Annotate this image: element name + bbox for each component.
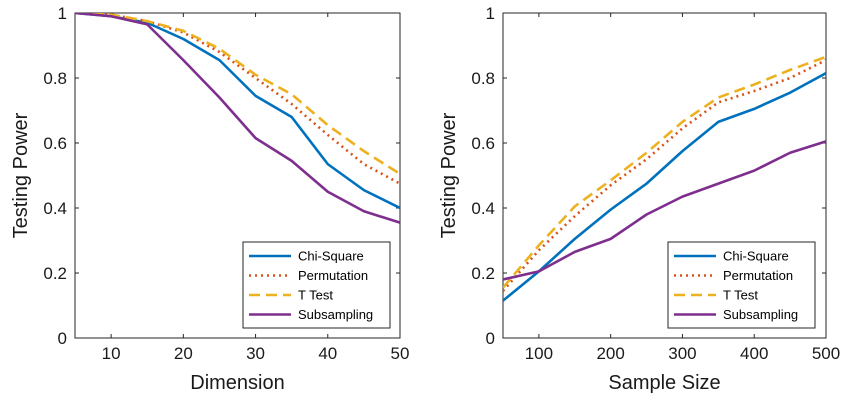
chart-panel-sample-size: 0 0.2 0.4 0.6 0.8 1 100 200 300 400 500 Sample Size… bbox=[438, 4, 840, 394]
series-line-permutation bbox=[503, 58, 826, 292]
chart-panel-dimension: 0 0.2 0.4 0.6 0.8 1 10 20 30 40 50 Dimension Testing… bbox=[10, 4, 409, 394]
y-tick-label: 0.8 bbox=[471, 69, 495, 88]
series-line-t-test bbox=[75, 13, 400, 175]
x-tick-label: 10 bbox=[102, 344, 121, 363]
series-group bbox=[75, 13, 400, 224]
y-axis-label: Testing Power bbox=[10, 112, 32, 238]
y-tick-label: 0 bbox=[486, 329, 495, 348]
y-tick-label: 0.4 bbox=[43, 199, 67, 218]
y-tick-label: 0.2 bbox=[471, 264, 495, 283]
series-line-subsampling bbox=[503, 140, 826, 281]
x-tick-label: 100 bbox=[525, 344, 553, 363]
x-tick-label: 50 bbox=[391, 344, 410, 363]
legend-label: Chi-Square bbox=[723, 249, 789, 264]
y-tick-label: 1 bbox=[58, 4, 67, 23]
legend-label: Permutation bbox=[723, 268, 793, 283]
x-tick-label: 40 bbox=[318, 344, 337, 363]
y-tick-label: 0.8 bbox=[43, 69, 67, 88]
legend-label: T Test bbox=[298, 288, 333, 303]
x-tick-label: 400 bbox=[740, 344, 768, 363]
x-tick-label: 20 bbox=[174, 344, 193, 363]
legend-label: T Test bbox=[723, 288, 758, 303]
x-axis-label: Dimension bbox=[190, 372, 284, 394]
y-tick-label: 0.6 bbox=[43, 134, 67, 153]
x-tick-label: 30 bbox=[246, 344, 265, 363]
series-line-subsampling bbox=[75, 13, 400, 224]
x-tick-label: 200 bbox=[596, 344, 624, 363]
legend-label: Subsampling bbox=[723, 307, 798, 322]
y-axis-label: Testing Power bbox=[438, 112, 460, 238]
y-tick-label: 0.6 bbox=[471, 134, 495, 153]
series-group bbox=[503, 55, 826, 302]
legend-label: Subsampling bbox=[298, 307, 373, 322]
x-tick-label: 300 bbox=[668, 344, 696, 363]
series-line-t-test bbox=[503, 55, 826, 289]
legend-label: Permutation bbox=[298, 268, 368, 283]
y-tick-label: 0 bbox=[58, 329, 67, 348]
x-axis-label: Sample Size bbox=[608, 372, 720, 394]
x-tick-label: 500 bbox=[812, 344, 840, 363]
legend: Chi-Square Permutation T Test Subsampling bbox=[667, 241, 816, 329]
legend: Chi-Square Permutation T Test Subsampling bbox=[242, 241, 391, 329]
series-line-chi-square bbox=[503, 71, 826, 302]
y-tick-label: 1 bbox=[486, 4, 495, 23]
y-tick-label: 0.4 bbox=[471, 199, 495, 218]
y-tick-label: 0.2 bbox=[43, 264, 67, 283]
legend-label: Chi-Square bbox=[298, 249, 364, 264]
